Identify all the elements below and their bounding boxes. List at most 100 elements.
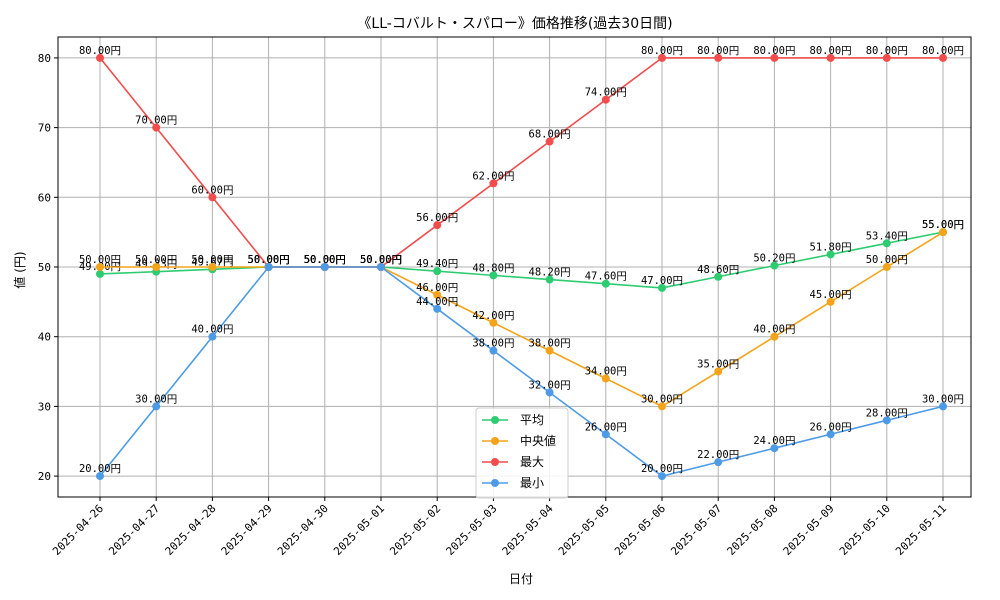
data-label: 26.00円: [810, 421, 852, 433]
data-label: 80.00円: [79, 45, 121, 57]
legend-label: 最小: [520, 476, 544, 490]
x-tick-label: 2025-05-05: [556, 502, 612, 558]
data-label: 74.00円: [585, 87, 627, 99]
series-layer: 49.00円49.33円49.67円50.00円50.00円50.00円49.4…: [79, 45, 964, 481]
x-tick-label: 2025-04-26: [50, 502, 106, 558]
data-point: [658, 283, 666, 292]
data-label: 50.00円: [304, 254, 346, 266]
data-label: 56.00円: [416, 212, 458, 224]
data-label: 50.00円: [248, 254, 290, 266]
data-point: [882, 53, 891, 62]
data-label: 60.00円: [191, 184, 233, 196]
x-tick-label: 2025-05-10: [837, 502, 893, 558]
data-point: [770, 261, 779, 270]
data-point: [601, 374, 610, 383]
data-label: 55.00円: [922, 219, 964, 231]
data-label: 35.00円: [697, 359, 739, 371]
data-label: 30.00円: [922, 393, 964, 405]
data-label: 50.00円: [360, 254, 402, 266]
x-tick-label: 2025-05-01: [331, 502, 387, 558]
legend-swatch-marker: [491, 437, 499, 445]
data-point: [714, 367, 723, 376]
x-tick-label: 2025-05-02: [387, 502, 443, 558]
data-label: 50.00円: [135, 254, 177, 266]
series-line: [99, 231, 944, 289]
data-point: [208, 332, 217, 341]
data-label: 26.00円: [585, 421, 627, 433]
data-point: [826, 430, 835, 439]
data-label: 24.00円: [753, 435, 795, 447]
y-tick-label: 80: [38, 52, 51, 65]
data-point: [264, 263, 273, 271]
data-point: [882, 239, 891, 248]
data-label: 49.67円: [191, 256, 233, 268]
data-point: [433, 221, 442, 230]
series-line: [99, 266, 944, 477]
x-tick-label: 2025-05-07: [668, 502, 724, 558]
data-label: 40.00円: [191, 324, 233, 336]
data-label: 50.20円: [753, 253, 795, 265]
data-point: [320, 263, 329, 271]
data-label: 30.00円: [135, 393, 177, 405]
x-tick-label: 2025-04-30: [275, 502, 331, 558]
data-label: 50.00円: [360, 254, 402, 266]
y-axis-label: 値 (円): [12, 251, 27, 288]
data-label: 50.00円: [360, 254, 402, 266]
data-point: [433, 267, 442, 276]
data-point: [208, 263, 217, 271]
data-point: [714, 458, 723, 467]
legend-label: 平均: [520, 413, 544, 427]
legend-label: 中央値: [520, 433, 556, 448]
x-tick-label: 2025-04-29: [219, 502, 275, 558]
data-point: [489, 179, 498, 188]
series-line: [100, 231, 944, 408]
legend-swatch-marker: [491, 458, 499, 466]
data-label: 46.00円: [416, 282, 458, 294]
data-point: [658, 472, 666, 481]
data-point: [658, 53, 666, 62]
data-point: [601, 430, 610, 439]
x-tick-label: 2025-05-11: [893, 502, 949, 558]
data-point: [714, 272, 723, 281]
data-label: 47.60円: [585, 271, 627, 283]
data-label: 50.00円: [360, 254, 402, 266]
data-point: [770, 332, 779, 341]
legend-item: 最小: [482, 476, 544, 490]
data-point: [545, 275, 554, 284]
legend-item: 最大: [482, 455, 544, 469]
data-point: [545, 346, 554, 355]
data-point: [152, 263, 161, 271]
data-label: 50.00円: [866, 254, 908, 266]
data-label: 68.00円: [529, 129, 571, 141]
data-label: 50.00円: [304, 254, 346, 266]
data-label: 80.00円: [866, 45, 908, 57]
data-point: [939, 402, 947, 411]
data-label: 32.00円: [529, 379, 571, 391]
x-tick-label: 2025-05-04: [500, 502, 556, 558]
data-point: [601, 95, 610, 104]
data-point: [489, 271, 498, 280]
data-label: 40.00円: [753, 324, 795, 336]
series-line: [99, 57, 943, 268]
data-point: [826, 297, 835, 306]
data-label: 51.80円: [810, 241, 852, 253]
data-label: 55.00円: [922, 219, 964, 231]
data-point: [377, 263, 385, 271]
data-label: 22.00円: [697, 449, 739, 461]
data-label: 49.40円: [416, 258, 458, 270]
data-point: [826, 250, 835, 259]
legend-item: 中央値: [482, 433, 556, 448]
data-label: 38.00円: [529, 338, 571, 350]
data-label: 80.00円: [641, 45, 683, 57]
data-label: 62.00円: [472, 170, 514, 182]
data-point: [545, 137, 554, 146]
legend-swatch-marker: [491, 416, 499, 424]
legend-box: [475, 407, 569, 499]
data-label: 45.00円: [810, 289, 852, 301]
series-4: 20.00円 30.00円 40.00円 50.00円 50.00円 50.00円 44.0…: [79, 254, 964, 481]
data-label: 28.00円: [866, 407, 908, 419]
data-point: [152, 123, 161, 132]
y-tick-label: 60: [38, 191, 51, 204]
data-point: [939, 228, 947, 237]
